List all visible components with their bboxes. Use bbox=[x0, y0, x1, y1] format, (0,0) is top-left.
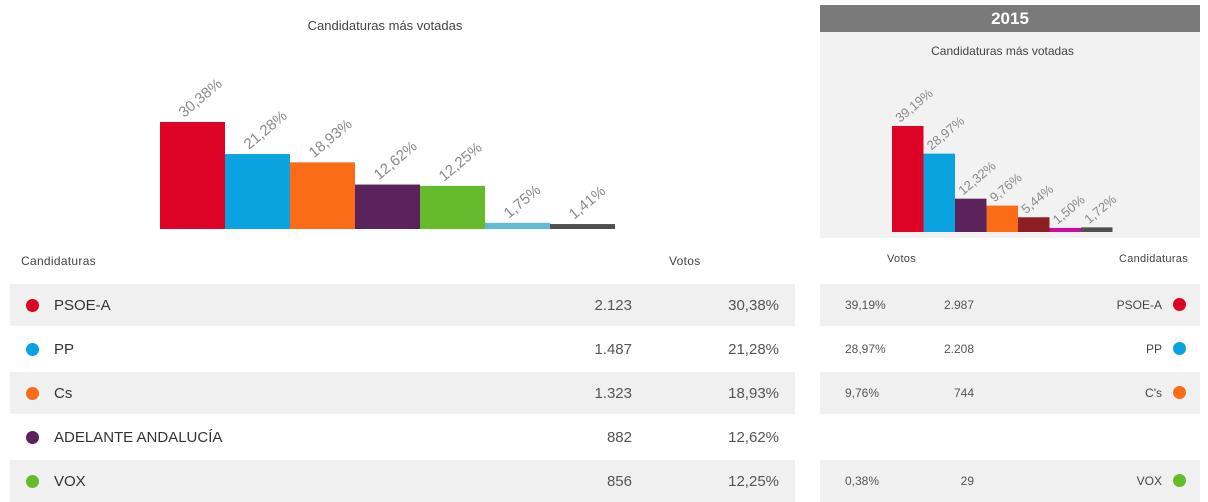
party-name: VOX bbox=[54, 473, 86, 490]
table-header-candidaturas: Candidaturas bbox=[21, 254, 96, 268]
right-table-row: 9,76% 744 C's bbox=[820, 372, 1200, 414]
bar-6 bbox=[1081, 227, 1113, 232]
bar-label-0: 39,19% bbox=[892, 85, 936, 125]
bar-label-2: 18,93% bbox=[306, 116, 356, 162]
party-percent-2015: 9,76% bbox=[845, 386, 880, 400]
bar-label-4: 12,25% bbox=[436, 139, 486, 185]
right-table-row: 0,38% 29 VOX bbox=[820, 460, 1200, 502]
bar-4 bbox=[420, 185, 485, 229]
party-percent: 12,62% bbox=[728, 429, 779, 446]
party-percent: 30,38% bbox=[728, 297, 779, 314]
party-votes: 2.123 bbox=[594, 297, 632, 314]
party-color-dot bbox=[26, 475, 39, 488]
table-header-votos: Votos bbox=[669, 254, 701, 268]
right-chart-title: Candidaturas más votadas bbox=[931, 44, 1074, 58]
party-color-dot bbox=[1173, 298, 1186, 311]
party-votes-2015: 2.208 bbox=[943, 342, 974, 356]
party-percent-2015: 39,19% bbox=[845, 298, 886, 312]
year-header: 2015 bbox=[820, 5, 1200, 32]
bar-0 bbox=[160, 122, 225, 229]
bar-label-0: 30,38% bbox=[176, 75, 226, 121]
left-bar-chart: 30,38% 21,28% 18,93% 12,62% 12,25% 1,75% 1,41% bbox=[160, 75, 615, 229]
party-votes-2015: 2.987 bbox=[943, 298, 974, 312]
party-percent: 21,28% bbox=[728, 341, 779, 358]
party-name-2015: VOX bbox=[1136, 474, 1162, 488]
bar-1 bbox=[225, 154, 290, 229]
table-row: PSOE-A 2.123 30,38% bbox=[10, 284, 795, 326]
bar-0 bbox=[892, 126, 924, 232]
table-row: ADELANTE ANDALUCÍA 882 12,62% bbox=[10, 416, 795, 458]
bar-label-5: 1,50% bbox=[1050, 192, 1088, 227]
bar-label-4: 5,44% bbox=[1018, 181, 1056, 216]
party-percent: 18,93% bbox=[728, 385, 779, 402]
bar-5 bbox=[485, 222, 550, 229]
party-votes-2015: 744 bbox=[953, 386, 974, 400]
left-chart-title: Candidaturas más votadas bbox=[307, 18, 463, 33]
party-color-dot bbox=[26, 431, 39, 444]
bar-2 bbox=[290, 162, 355, 229]
right-table-row: 28,97% 2.208 PP bbox=[820, 328, 1200, 370]
bar-label-5: 1,75% bbox=[501, 182, 545, 222]
party-color-dot bbox=[1173, 386, 1186, 399]
party-percent-2015: 0,38% bbox=[845, 474, 880, 488]
right-chart-panel bbox=[820, 32, 1200, 238]
bar-5 bbox=[1049, 227, 1081, 232]
party-color-dot bbox=[26, 387, 39, 400]
bar-6 bbox=[550, 224, 615, 229]
party-percent-2015: 28,97% bbox=[845, 342, 886, 356]
party-votes: 856 bbox=[606, 473, 632, 490]
party-name-2015: C's bbox=[1145, 386, 1162, 400]
bar-3 bbox=[355, 184, 420, 229]
bar-label-6: 1,41% bbox=[566, 183, 610, 223]
bar-4 bbox=[1018, 217, 1050, 232]
bar-1 bbox=[923, 153, 955, 232]
party-color-dot bbox=[26, 343, 39, 356]
party-votes: 1.487 bbox=[594, 341, 632, 358]
party-votes-2015: 29 bbox=[960, 474, 974, 488]
table-row: VOX 856 12,25% bbox=[10, 460, 795, 502]
bar-2 bbox=[955, 198, 987, 232]
party-name: PSOE-A bbox=[54, 297, 111, 314]
bar-label-6: 1,72% bbox=[1081, 191, 1119, 226]
table-row: PP 1.487 21,28% bbox=[10, 328, 795, 370]
right-bar-chart: 39,19%28,97%12,32%9,76%5,44%1,50%1,72% bbox=[892, 85, 1120, 232]
party-name: ADELANTE ANDALUCÍA bbox=[54, 429, 223, 446]
bar-label-3: 12,62% bbox=[371, 138, 421, 184]
party-color-dot bbox=[26, 299, 39, 312]
party-color-dot bbox=[1173, 342, 1186, 355]
bar-label-1: 28,97% bbox=[924, 113, 968, 153]
party-color-dot bbox=[1173, 474, 1186, 487]
party-name: Cs bbox=[54, 385, 73, 402]
table-row: Cs 1.323 18,93% bbox=[10, 372, 795, 414]
bar-label-1: 21,28% bbox=[241, 107, 291, 153]
right-header-candidaturas: Candidaturas bbox=[1118, 253, 1188, 265]
bar-3 bbox=[986, 205, 1018, 232]
right-header-votos: Votos bbox=[887, 253, 917, 265]
party-name-2015: PP bbox=[1145, 342, 1162, 356]
party-votes: 882 bbox=[606, 429, 632, 446]
party-name-2015: PSOE-A bbox=[1116, 298, 1162, 312]
party-name: PP bbox=[54, 341, 75, 358]
right-table-row-empty bbox=[820, 416, 1200, 458]
party-votes: 1.323 bbox=[594, 385, 632, 402]
right-table-row: 39,19% 2.987 PSOE-A bbox=[820, 284, 1200, 326]
party-percent: 12,25% bbox=[728, 473, 779, 490]
